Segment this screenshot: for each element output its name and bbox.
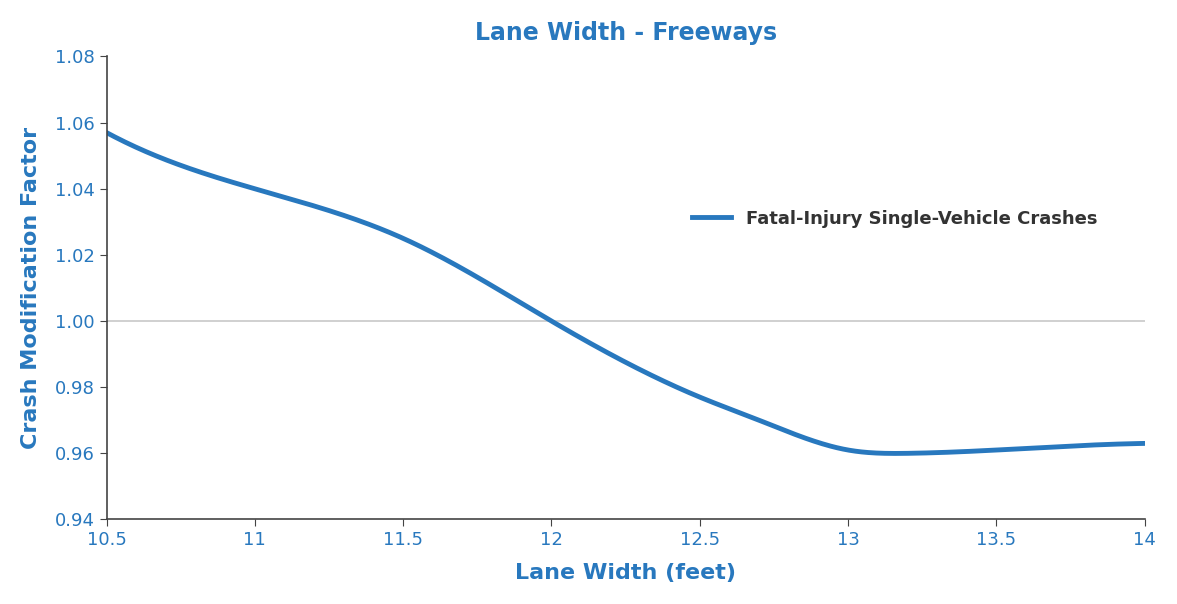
Title: Lane Width - Freeways: Lane Width - Freeways [474, 21, 777, 45]
X-axis label: Lane Width (feet): Lane Width (feet) [516, 563, 736, 583]
Y-axis label: Crash Modification Factor: Crash Modification Factor [21, 127, 41, 449]
Legend: Fatal-Injury Single-Vehicle Crashes: Fatal-Injury Single-Vehicle Crashes [685, 202, 1104, 235]
